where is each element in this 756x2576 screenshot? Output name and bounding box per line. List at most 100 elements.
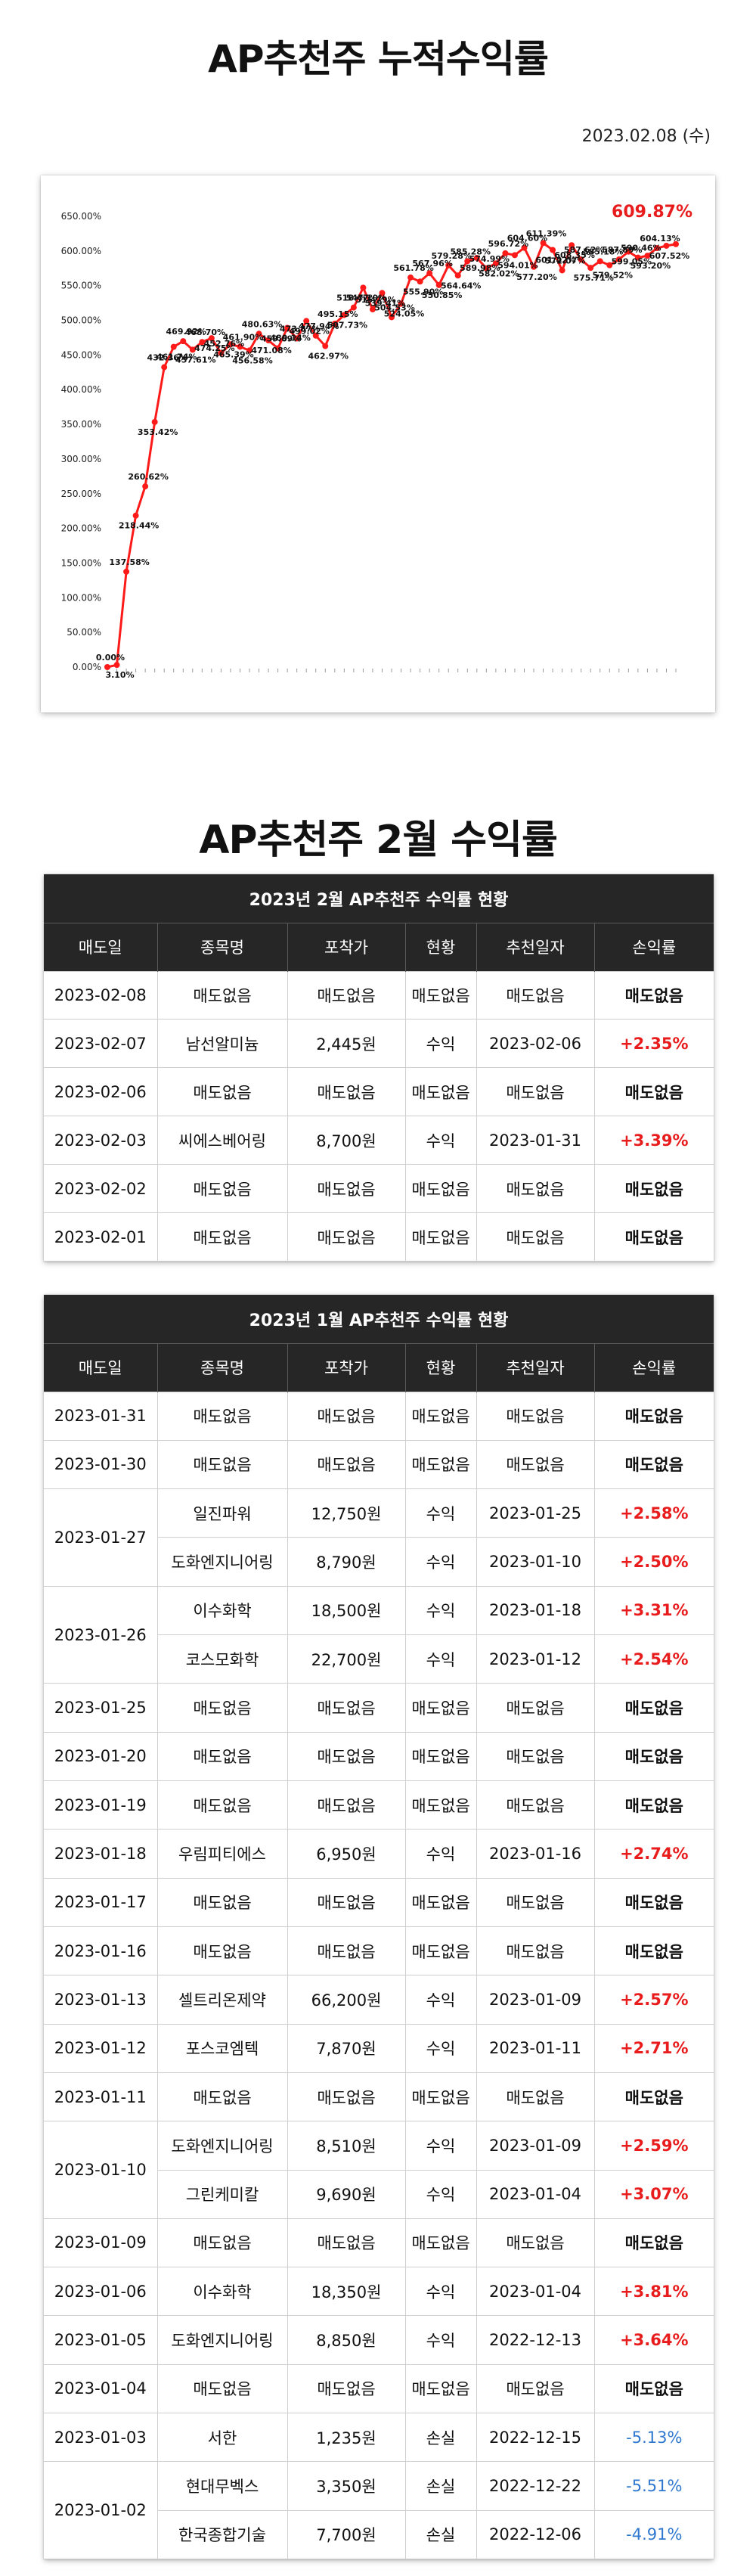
data-point [483,265,490,272]
data-label: 607.52% [649,251,689,261]
status-cell: 매도없음 [404,2363,477,2414]
sell-date-cell: 2023-02-02 [44,1164,158,1214]
data-point [596,258,603,265]
table-row: 2023-02-07 남선알미늄 2,445원 수익 2023-02-06 +2.35% [44,1019,714,1069]
status-cell: 매도없음 [404,1877,477,1927]
data-point [360,284,367,291]
recommend-date-cell: 2023-01-18 [476,1585,595,1636]
entry-price-cell: 매도없음 [287,1391,406,1441]
entry-price-cell: 매도없음 [287,1212,406,1262]
profit-loss-cell: 매도없음 [593,1731,714,1782]
profit-loss-cell: +3.07% [593,2169,714,2219]
data-label: 465.39% [213,349,253,359]
column-header-entry-price: 포착가 [287,922,405,971]
data-point [303,318,310,324]
column-header-status: 현황 [404,1342,476,1392]
data-label: 604.13% [640,234,680,244]
sell-date-cell: 2023-01-13 [44,1975,158,2025]
recommend-date-cell: 2022-12-15 [476,2413,595,2463]
status-cell: 수익 [404,1634,477,1684]
status-cell: 매도없음 [404,1439,477,1490]
data-point [417,278,423,285]
data-point [284,324,291,331]
data-point [199,339,206,346]
stock-name-cell: 매도없음 [156,1731,288,1782]
status-cell: 수익 [404,2169,477,2219]
table-row: 2023-01-19 매도없음 매도없음 매도없음 매도없음 매도없음 [44,1780,714,1830]
sell-date-cell: 2023-01-11 [44,2072,158,2122]
table-row: 2023-01-25 매도없음 매도없음 매도없음 매도없음 매도없음 [44,1683,714,1733]
data-point [189,346,196,353]
recommend-date-cell: 매도없음 [476,2218,595,2268]
data-point [151,418,158,425]
profit-loss-cell: -5.51% [593,2461,714,2511]
table-row: 2023-01-31 매도없음 매도없음 매도없음 매도없음 매도없음 [44,1391,714,1441]
data-label: 582.02% [479,268,519,278]
table-row: 2023-02-08 매도없음 매도없음 매도없음 매도없음 매도없음 [44,970,714,1020]
data-label: 567.96% [412,259,452,268]
y-tick-label: 0.00% [73,662,101,672]
entry-price-cell: 7,870원 [287,2023,406,2073]
data-point [227,341,234,348]
stock-name-cell: 셀트리온제약 [156,1975,288,2025]
entry-price-cell: 매도없음 [287,1067,406,1117]
data-label: 590.46% [621,244,661,253]
sell-date-cell: 2023-02-03 [44,1116,158,1165]
recommend-date-cell: 매도없음 [476,1926,595,1976]
recommend-date-cell: 2023-01-04 [476,2169,595,2219]
entry-price-cell: 매도없음 [287,1439,406,1490]
entry-price-cell: 22,700원 [287,1634,406,1684]
stock-name-cell: 포스코엠텍 [156,2023,288,2073]
data-label: 561.78% [393,263,433,273]
data-label: 468.70% [185,327,225,337]
table-row: 2023-01-17 매도없음 매도없음 매도없음 매도없음 매도없음 [44,1877,714,1927]
sell-date-cell: 2023-02-01 [44,1212,158,1262]
entry-price-cell: 8,510원 [287,2121,406,2171]
recommend-date-cell: 매도없음 [476,1067,595,1117]
data-point [587,265,594,272]
sell-date-cell: 2023-01-25 [44,1683,158,1733]
data-point [615,256,622,262]
data-label: 585.18% [583,247,623,256]
status-cell: 매도없음 [404,1731,477,1782]
recommend-date-cell: 매도없음 [476,1212,595,1262]
status-cell: 매도없음 [404,1391,477,1441]
recommend-date-cell: 매도없음 [476,1391,595,1441]
y-tick-label: 350.00% [61,419,101,430]
profit-loss-cell: +3.81% [593,2267,714,2317]
recommend-date-cell: 2023-01-11 [476,2023,595,2073]
y-tick-label: 550.00% [61,281,101,291]
data-label: 585.28% [451,247,491,256]
recommend-date-cell: 2023-02-06 [476,1019,595,1069]
data-label: 593.20% [631,261,671,271]
recommend-date-cell: 매도없음 [476,1683,595,1733]
profit-loss-cell: 매도없음 [593,970,714,1020]
recommend-date-cell: 매도없음 [476,1731,595,1782]
y-tick-label: 450.00% [61,349,101,360]
recommend-date-cell: 2022-12-22 [476,2461,595,2511]
data-label: 547.10% [346,293,386,303]
stock-name-cell: 한국종합기술 [157,2509,288,2560]
status-cell: 매도없음 [404,1212,477,1262]
data-point [331,320,338,327]
entry-price-cell: 8,700원 [287,1116,406,1165]
stock-name-cell: 일진파워 [156,1488,288,1538]
profit-loss-cell: +3.64% [593,2315,714,2365]
data-point [550,247,556,253]
final-value-label: 609.87% [612,203,692,222]
data-point [473,255,480,262]
entry-price-cell: 매도없음 [287,2363,406,2414]
data-label: 611.39% [526,228,566,238]
stock-name-cell: 매도없음 [156,1683,288,1733]
profit-loss-cell: 매도없음 [593,1212,714,1262]
profit-loss-cell: +2.74% [593,1829,714,1879]
data-label: 461.90% [223,332,263,342]
status-cell: 수익 [404,2315,477,2365]
recommend-date-cell: 매도없음 [476,2072,595,2122]
profit-loss-cell: 매도없음 [593,1877,714,1927]
profit-loss-cell: +2.58% [593,1488,714,1538]
stock-name-cell: 매도없음 [156,1067,288,1117]
y-tick-label: 400.00% [61,384,101,395]
data-label: 3.10% [105,670,134,680]
column-header-status: 현황 [404,922,476,971]
